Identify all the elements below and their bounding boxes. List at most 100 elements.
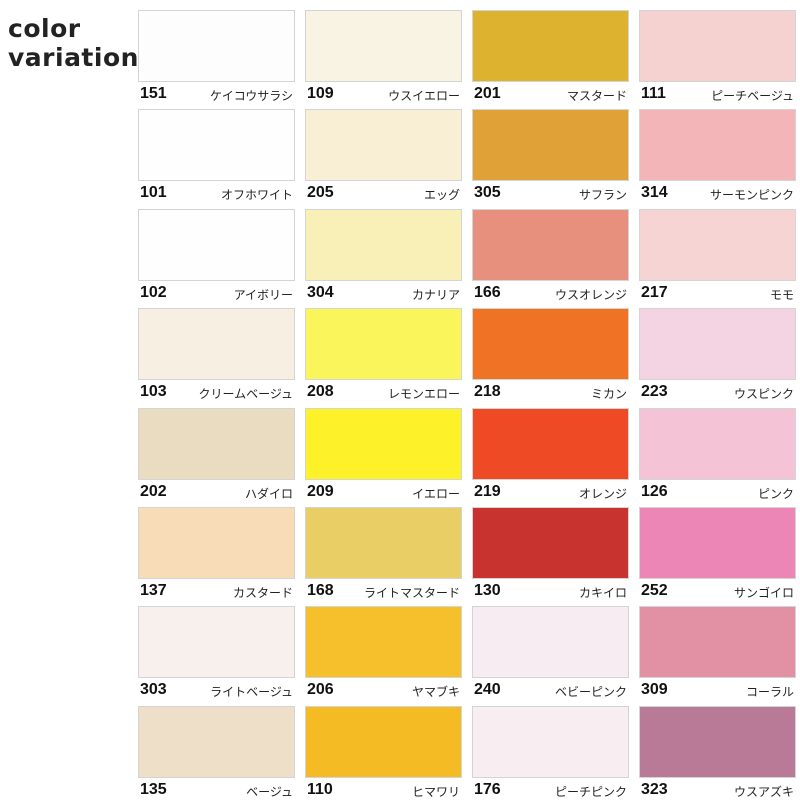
title-line-2: variation	[8, 43, 139, 72]
swatch-label: 309 コーラル	[639, 681, 796, 701]
swatch-label: 217 モモ	[639, 284, 796, 304]
color-name: ピーチピンク	[554, 784, 627, 799]
color-name: ピンク	[757, 486, 794, 501]
color-swatch	[138, 407, 295, 480]
color-name: ヤマブキ	[411, 685, 460, 700]
color-swatch	[472, 507, 629, 579]
swatch-label: 168 ライトマスタード	[305, 582, 462, 602]
color-swatch	[138, 606, 295, 679]
color-swatch	[639, 705, 796, 778]
swatch-label: 218 ミカン	[472, 383, 629, 403]
swatch-label: 126 ピンク	[639, 483, 796, 503]
color-swatch-item: 240 ベビーピンク	[472, 606, 629, 701]
color-swatch-item: 110 ヒマワリ	[305, 705, 462, 801]
swatch-label: 151 ケイコウサラシ	[138, 85, 295, 105]
color-swatch-item: 103 クリームベージュ	[138, 308, 295, 403]
color-code: 209	[307, 482, 334, 500]
color-code: 102	[140, 283, 167, 301]
color-swatch-item: 166 ウスオレンジ	[472, 208, 629, 304]
color-code: 151	[140, 85, 167, 102]
color-name: ミカン	[590, 387, 627, 402]
color-swatch	[472, 705, 629, 778]
color-swatch	[472, 10, 629, 82]
color-swatch	[639, 109, 796, 182]
color-code: 304	[307, 283, 334, 301]
color-swatch-item: 223 ウスピンク	[639, 308, 796, 403]
color-swatch-item: 111 ピーチベージュ	[639, 10, 796, 105]
swatch-label: 219 オレンジ	[472, 483, 629, 503]
swatch-label: 209 イエロー	[305, 483, 462, 503]
color-name: ライトマスタード	[363, 586, 460, 600]
color-code: 202	[140, 482, 167, 500]
swatch-label: 102 アイボリー	[138, 284, 295, 304]
color-name: サンゴイロ	[733, 586, 794, 600]
swatch-label: 137 カスタード	[138, 582, 295, 602]
color-name: カナリア	[411, 287, 460, 302]
color-swatch	[138, 109, 295, 182]
color-swatch	[639, 208, 796, 281]
color-code: 252	[641, 582, 668, 599]
color-name: エッグ	[423, 188, 460, 203]
color-swatch	[138, 208, 295, 281]
color-swatch-item: 109 ウスイエロー	[305, 10, 462, 105]
swatch-label: 103 クリームベージュ	[138, 383, 295, 403]
color-swatch	[472, 606, 629, 679]
color-swatch	[305, 10, 462, 82]
swatch-label: 110 ヒマワリ	[305, 781, 462, 801]
color-code: 240	[474, 681, 501, 699]
color-swatch	[138, 705, 295, 778]
color-swatch-item: 205 エッグ	[305, 109, 462, 204]
title-line-1: color	[8, 14, 81, 43]
color-code: 135	[140, 780, 167, 798]
color-swatch-item: 201 マスタード	[472, 10, 629, 105]
color-code: 109	[307, 85, 334, 102]
color-code: 218	[474, 383, 501, 401]
swatch-label: 304 カナリア	[305, 284, 462, 304]
color-swatch	[305, 308, 462, 381]
color-swatch-item: 304 カナリア	[305, 208, 462, 304]
color-name: ベージュ	[246, 784, 293, 799]
color-swatch-item: 202 ハダイロ	[138, 407, 295, 503]
color-swatch	[639, 507, 796, 579]
swatch-label: 101 オフホワイト	[138, 184, 295, 204]
color-swatch	[639, 606, 796, 679]
color-code: 303	[140, 681, 167, 699]
color-code: 168	[307, 582, 334, 599]
color-name: カスタード	[232, 586, 293, 600]
color-name: ウスアズキ	[733, 784, 794, 799]
color-code: 223	[641, 383, 668, 401]
color-name: カキイロ	[578, 586, 627, 600]
color-name: サーモンピンク	[709, 188, 794, 203]
color-code: 205	[307, 184, 334, 202]
color-code: 101	[140, 184, 167, 202]
color-code: 130	[474, 582, 501, 599]
color-name: アイボリー	[233, 287, 293, 302]
color-swatch-item: 137 カスタード	[138, 507, 295, 602]
color-name: レモンエロー	[387, 387, 460, 402]
swatch-label: 252 サンゴイロ	[639, 582, 796, 602]
color-swatch-item: 323 ウスアズキ	[639, 705, 796, 801]
color-swatch-item: 218 ミカン	[472, 308, 629, 403]
color-code: 206	[307, 681, 334, 699]
color-code: 217	[641, 283, 668, 301]
color-name: ウスオレンジ	[554, 287, 627, 302]
color-swatch-item: 206 ヤマブキ	[305, 606, 462, 701]
color-name: ウスピンク	[733, 387, 794, 402]
page-title: color variation	[8, 14, 139, 72]
color-code: 305	[474, 184, 501, 202]
color-swatch-item: 217 モモ	[639, 208, 796, 304]
color-swatch	[138, 507, 295, 579]
color-swatch-item: 126 ピンク	[639, 407, 796, 503]
color-name: ケイコウサラシ	[209, 89, 293, 103]
color-code: 166	[474, 283, 501, 301]
color-swatch	[138, 10, 295, 82]
swatch-label: 201 マスタード	[472, 85, 629, 105]
swatch-label: 166 ウスオレンジ	[472, 284, 629, 304]
color-swatch-item: 252 サンゴイロ	[639, 507, 796, 602]
color-swatch-item: 130 カキイロ	[472, 507, 629, 602]
color-swatch	[138, 308, 295, 381]
color-name: ヒマワリ	[411, 784, 460, 799]
swatch-label: 109 ウスイエロー	[305, 85, 462, 105]
swatch-label: 223 ウスピンク	[639, 383, 796, 403]
color-swatch	[639, 407, 796, 480]
